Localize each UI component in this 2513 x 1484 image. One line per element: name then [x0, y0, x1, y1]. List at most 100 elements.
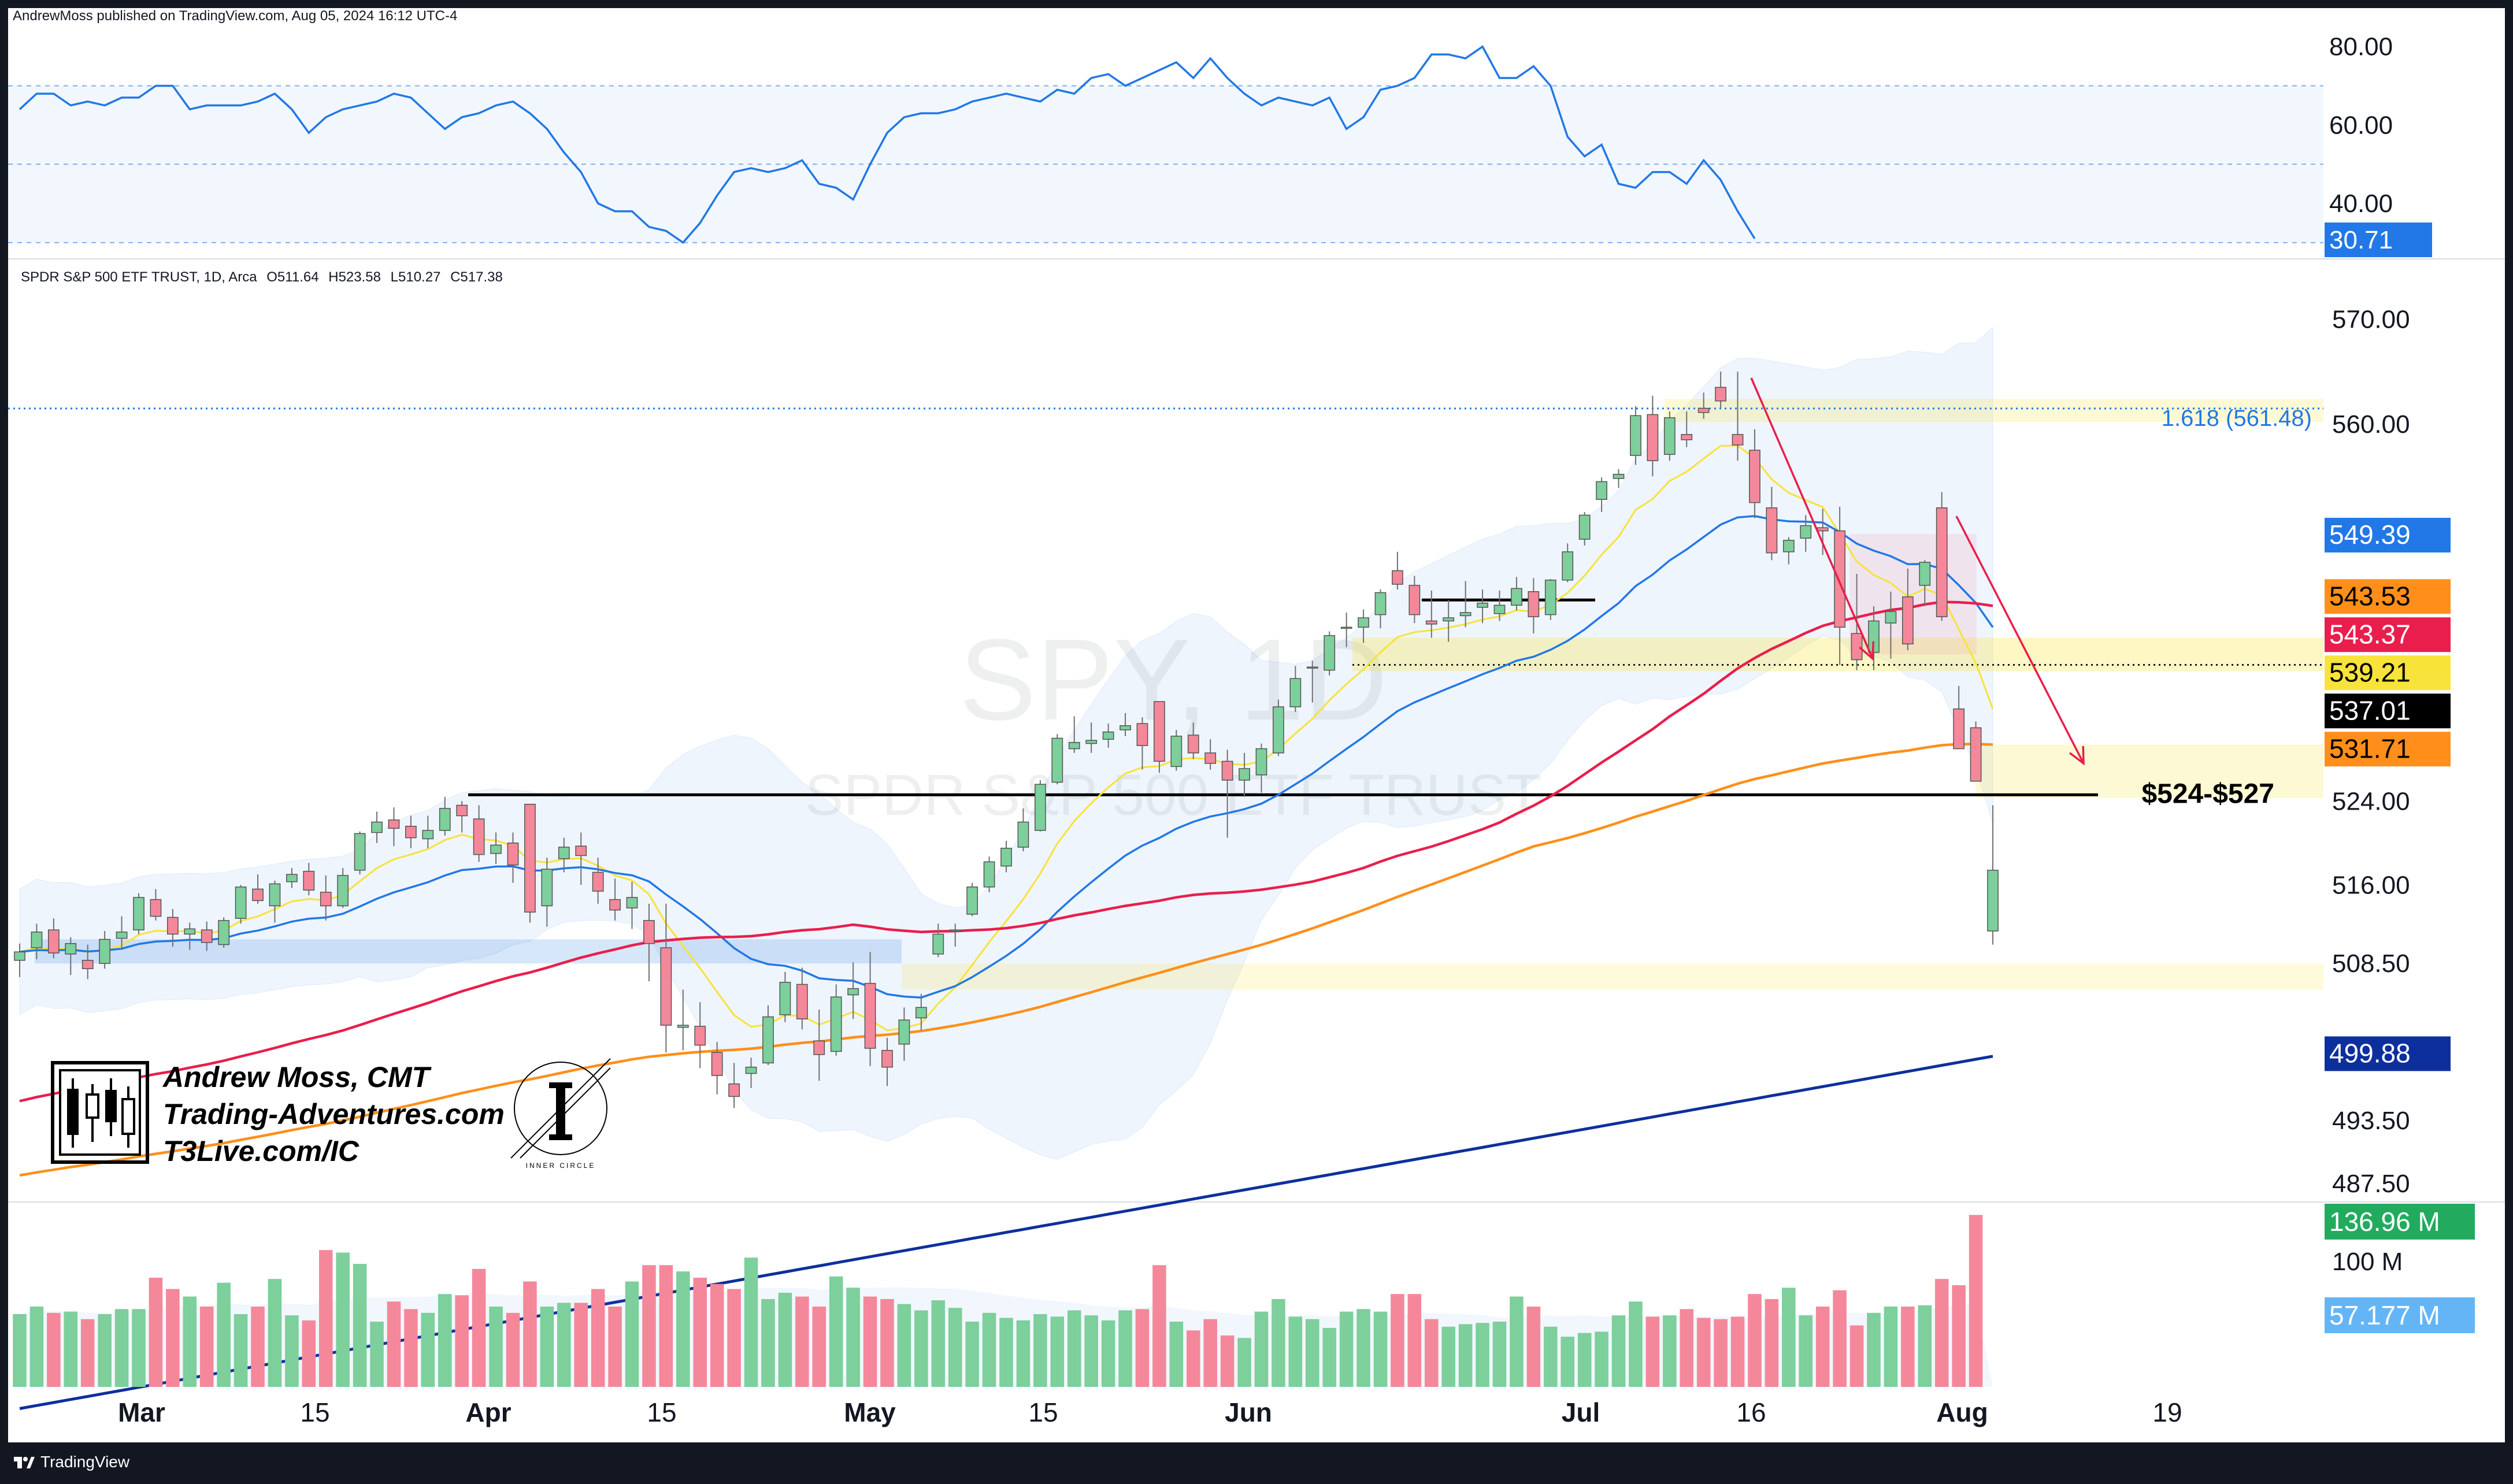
- volume-bar-down: [608, 1306, 622, 1387]
- candle: [1697, 392, 1710, 419]
- price-badge-bg: [2325, 617, 2451, 652]
- price-badge-label: 537.01: [2329, 695, 2411, 725]
- candle: [1425, 590, 1437, 638]
- candle: [1170, 730, 1183, 771]
- price-badge-bg: [2325, 1036, 2451, 1071]
- candle-down: [728, 1083, 740, 1097]
- volume-bar-down: [149, 1278, 163, 1387]
- symbol-name[interactable]: SPDR S&P 500 ETF TRUST, 1D, Arca: [21, 269, 257, 285]
- candle: [1953, 685, 1965, 750]
- candle: [1289, 666, 1302, 713]
- candle: [286, 868, 298, 888]
- volume-bar-up: [1288, 1316, 1303, 1387]
- candle-up: [983, 861, 995, 888]
- price-badge-bg: [2325, 518, 2451, 553]
- candle: [1154, 701, 1165, 773]
- candle-down: [47, 929, 60, 954]
- candle: [609, 878, 621, 921]
- candle: [439, 797, 451, 836]
- inner-circle-badge: INNER CIRCLE: [509, 1056, 613, 1172]
- candle-up: [762, 1016, 774, 1064]
- candle: [592, 858, 604, 904]
- volume-ma-label: 57.177 M: [2329, 1300, 2440, 1330]
- volume-bar-down: [47, 1312, 61, 1387]
- volume-bar-down: [80, 1319, 95, 1387]
- candle-down: [643, 920, 655, 944]
- candle-down: [1681, 434, 1693, 440]
- volume-bar-up: [982, 1312, 996, 1387]
- volume-bar-up: [1169, 1322, 1184, 1387]
- candle: [1936, 492, 1948, 621]
- candle-up: [337, 875, 349, 907]
- volume-bar-up: [1918, 1305, 1932, 1387]
- volume-bar-up: [1016, 1320, 1031, 1387]
- volume-bar-up: [1663, 1315, 1677, 1387]
- x-axis-label: 15: [647, 1397, 676, 1427]
- x-axis-label: Aug: [1936, 1397, 1988, 1427]
- frame-top: [0, 0, 2513, 8]
- volume-bar-down: [1714, 1319, 1728, 1387]
- candle-down: [592, 871, 604, 892]
- candle-up: [915, 1007, 927, 1019]
- candle: [847, 962, 859, 1019]
- brand-t3live[interactable]: T3Live.com/IC: [163, 1135, 359, 1167]
- volume-bar-down: [659, 1265, 673, 1387]
- volume-bar-down: [1407, 1294, 1422, 1387]
- candle-down: [1204, 752, 1217, 764]
- support-zone-label: $524-$527: [2141, 778, 2274, 809]
- ohlc-low: L510.27: [390, 269, 441, 285]
- candle-up: [898, 1019, 910, 1045]
- candle: [1868, 606, 1880, 670]
- candle: [626, 881, 638, 929]
- candle-up: [1120, 725, 1131, 730]
- volume-bar-up: [438, 1294, 452, 1387]
- volume-bar-up: [1084, 1315, 1098, 1387]
- volume-bar-down: [1748, 1294, 1762, 1387]
- candle-down: [1732, 434, 1744, 446]
- candle-down: [660, 947, 672, 1026]
- candle-up: [235, 886, 247, 919]
- price-badge: 543.53: [2325, 579, 2451, 614]
- candle: [1358, 609, 1369, 643]
- price-badge-label: 543.53: [2329, 581, 2411, 611]
- volume-bar-up: [1237, 1338, 1251, 1387]
- candle: [116, 916, 128, 950]
- candle-up: [133, 897, 144, 930]
- candle-up: [65, 943, 77, 955]
- candle-down: [1187, 734, 1199, 754]
- volume-bar-up: [1441, 1326, 1455, 1387]
- volume-bar-down: [693, 1278, 707, 1387]
- candle: [1562, 543, 1574, 583]
- candle: [473, 805, 485, 862]
- volume-bar-down: [506, 1312, 520, 1387]
- candle-up: [99, 938, 111, 964]
- candle-up: [1511, 588, 1522, 606]
- candle: [371, 811, 383, 843]
- volume-bar-up: [761, 1298, 775, 1387]
- price-badge-label: 531.71: [2329, 733, 2411, 763]
- x-axis-label: 16: [1736, 1397, 1766, 1427]
- candle-down: [1154, 701, 1165, 762]
- candle-up: [439, 808, 451, 831]
- price-tick-label: 570.00: [2332, 306, 2410, 334]
- fib-label: 1.618 (561.48): [2162, 406, 2312, 431]
- brand-site[interactable]: Trading-Adventures.com: [163, 1098, 505, 1130]
- candle-up: [184, 928, 196, 935]
- candle: [252, 874, 264, 904]
- volume-bar-down: [1901, 1306, 1915, 1387]
- price-badge-bg: [2325, 732, 2451, 767]
- zone-537-539: [1352, 637, 2323, 671]
- volume-bar-down: [166, 1289, 180, 1387]
- volume-bar-up: [897, 1304, 911, 1387]
- candle: [830, 984, 842, 1056]
- arrow-first-drop-head: [1859, 641, 1875, 661]
- volume-bar-down: [1849, 1325, 1864, 1387]
- volume-bar-up: [1782, 1288, 1796, 1387]
- price-tick-label: 516.00: [2332, 871, 2410, 899]
- volume-bar-up: [829, 1276, 843, 1387]
- ohlc-high: H523.58: [328, 269, 381, 285]
- volume-bar-up: [1458, 1324, 1473, 1387]
- candle-up: [490, 844, 502, 854]
- tradingview-footer-logo[interactable]: TradingView: [14, 1453, 129, 1471]
- volume-tick-label: 100 M: [2332, 1248, 2403, 1276]
